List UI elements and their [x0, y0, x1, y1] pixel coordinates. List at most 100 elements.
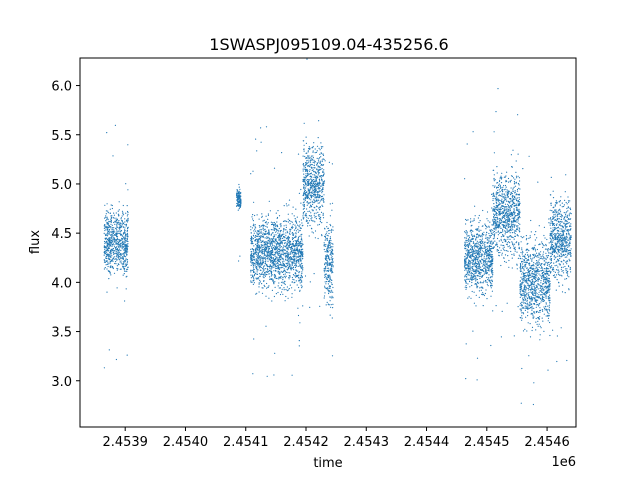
data-point — [291, 232, 294, 234]
data-point — [308, 235, 310, 237]
data-point — [474, 269, 476, 271]
data-point — [255, 239, 257, 241]
data-point — [238, 183, 240, 186]
data-point — [238, 208, 240, 210]
data-point — [515, 171, 517, 173]
data-point — [486, 283, 488, 285]
data-point — [488, 232, 490, 235]
data-point — [493, 203, 495, 205]
data-point — [104, 253, 106, 255]
data-point — [270, 223, 273, 226]
data-point — [303, 176, 305, 178]
data-point — [484, 262, 486, 264]
data-point — [258, 262, 260, 264]
data-point — [113, 212, 115, 214]
data-point — [283, 205, 285, 207]
data-point — [298, 277, 300, 279]
data-point — [513, 201, 515, 203]
data-point — [117, 249, 119, 251]
data-point — [271, 248, 274, 250]
data-point — [475, 254, 477, 257]
data-point — [317, 174, 319, 176]
data-point — [515, 175, 518, 177]
data-point — [502, 228, 504, 230]
data-point — [499, 218, 502, 220]
data-point — [331, 272, 333, 274]
data-point — [121, 245, 123, 248]
data-point — [475, 236, 477, 238]
data-point — [465, 273, 467, 275]
data-point — [299, 264, 301, 266]
data-point — [259, 265, 261, 267]
data-point — [488, 274, 490, 276]
data-point — [466, 248, 468, 250]
data-point — [498, 192, 500, 194]
data-point — [274, 242, 276, 244]
data-point — [266, 237, 268, 240]
data-point — [108, 220, 110, 222]
data-point — [293, 269, 295, 271]
data-point — [105, 238, 107, 240]
data-point — [297, 314, 300, 317]
data-point — [240, 195, 242, 197]
data-point — [286, 205, 288, 207]
data-point — [309, 202, 311, 204]
data-point — [300, 266, 302, 268]
data-point — [307, 195, 309, 197]
data-point — [506, 210, 508, 212]
data-point — [286, 240, 288, 242]
data-point — [308, 188, 310, 190]
data-point — [305, 183, 307, 185]
data-point — [322, 190, 324, 192]
data-point — [111, 234, 113, 236]
data-point — [287, 262, 289, 264]
data-point — [266, 236, 268, 238]
data-point — [329, 249, 331, 251]
data-point — [472, 246, 474, 248]
data-point — [276, 241, 278, 243]
data-point — [468, 255, 471, 257]
data-point — [289, 258, 291, 260]
data-point — [512, 195, 514, 197]
data-point — [319, 169, 321, 171]
data-point — [286, 286, 288, 288]
data-point — [270, 243, 272, 245]
data-point — [502, 234, 504, 236]
data-point — [510, 191, 512, 193]
data-point — [512, 212, 515, 214]
data-point — [503, 208, 505, 210]
data-point — [468, 251, 470, 254]
data-point — [510, 198, 512, 200]
data-point — [256, 233, 258, 235]
data-point — [260, 244, 262, 246]
data-point — [262, 268, 264, 270]
data-point — [251, 259, 253, 261]
data-point — [274, 265, 277, 267]
data-point — [510, 194, 512, 196]
data-point — [120, 249, 122, 252]
data-point — [507, 208, 509, 210]
data-point — [325, 276, 327, 278]
data-point — [108, 256, 110, 258]
data-point — [323, 194, 325, 196]
data-point — [311, 191, 313, 193]
data-point — [296, 252, 298, 254]
data-point — [267, 249, 269, 251]
data-point — [326, 301, 328, 303]
data-point — [310, 186, 312, 188]
data-point — [268, 285, 270, 287]
data-point — [273, 224, 275, 226]
data-point — [289, 272, 291, 274]
data-point — [511, 195, 513, 198]
data-point — [497, 186, 499, 189]
data-point — [107, 238, 109, 240]
data-point — [275, 257, 277, 259]
data-point — [280, 267, 282, 269]
data-point — [308, 220, 310, 222]
data-point — [318, 166, 320, 168]
data-point — [251, 258, 253, 260]
data-point — [486, 255, 488, 257]
data-point — [323, 201, 325, 203]
data-point — [273, 229, 275, 232]
data-point — [123, 244, 125, 246]
